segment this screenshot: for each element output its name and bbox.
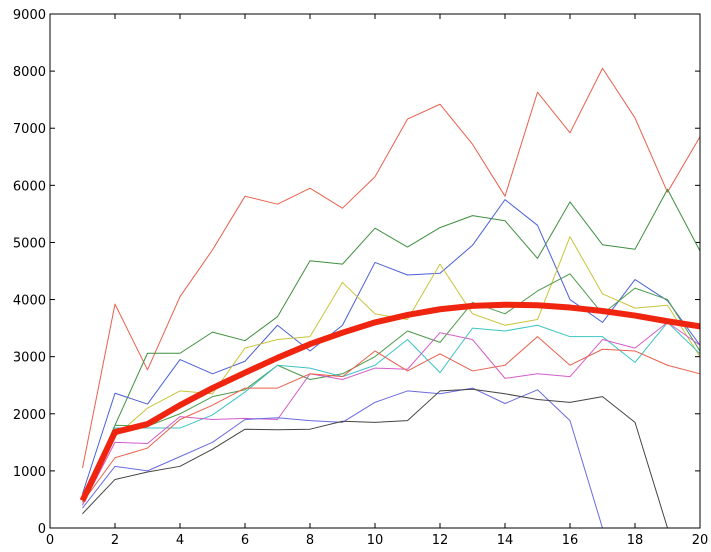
series-line <box>82 387 603 529</box>
x-tick-label: 12 <box>432 533 449 548</box>
series-line <box>82 236 701 500</box>
series-line <box>82 188 701 501</box>
series-line <box>82 67 701 469</box>
x-tick-label: 0 <box>46 533 54 548</box>
x-tick-label: 6 <box>241 533 249 548</box>
y-tick-label: 8000 <box>13 65 46 80</box>
y-tick-label: 5000 <box>13 236 46 251</box>
x-tick-label: 4 <box>176 533 184 548</box>
series-line <box>82 199 701 494</box>
x-tick-label: 16 <box>562 533 579 548</box>
x-tick-label: 18 <box>627 533 644 548</box>
series-line <box>82 336 701 503</box>
x-tick-label: 2 <box>111 533 119 548</box>
y-tick-label: 1000 <box>13 465 46 480</box>
x-tick-label: 14 <box>497 533 514 548</box>
y-tick-label: 0 <box>38 522 46 537</box>
y-tick-label: 4000 <box>13 294 46 309</box>
series-line <box>82 273 701 503</box>
plot-frame <box>49 13 701 529</box>
x-tick-label: 20 <box>692 533 709 548</box>
y-tick-label: 9000 <box>13 8 46 23</box>
y-tick-label: 7000 <box>13 122 46 137</box>
x-tick-label: 8 <box>306 533 314 548</box>
y-tick-label: 6000 <box>13 179 46 194</box>
y-tick-label: 3000 <box>13 351 46 366</box>
series-line <box>79 301 701 502</box>
series-line <box>82 388 668 529</box>
x-tick-label: 10 <box>367 533 384 548</box>
series-line <box>82 321 701 506</box>
y-tick-label: 2000 <box>13 408 46 423</box>
